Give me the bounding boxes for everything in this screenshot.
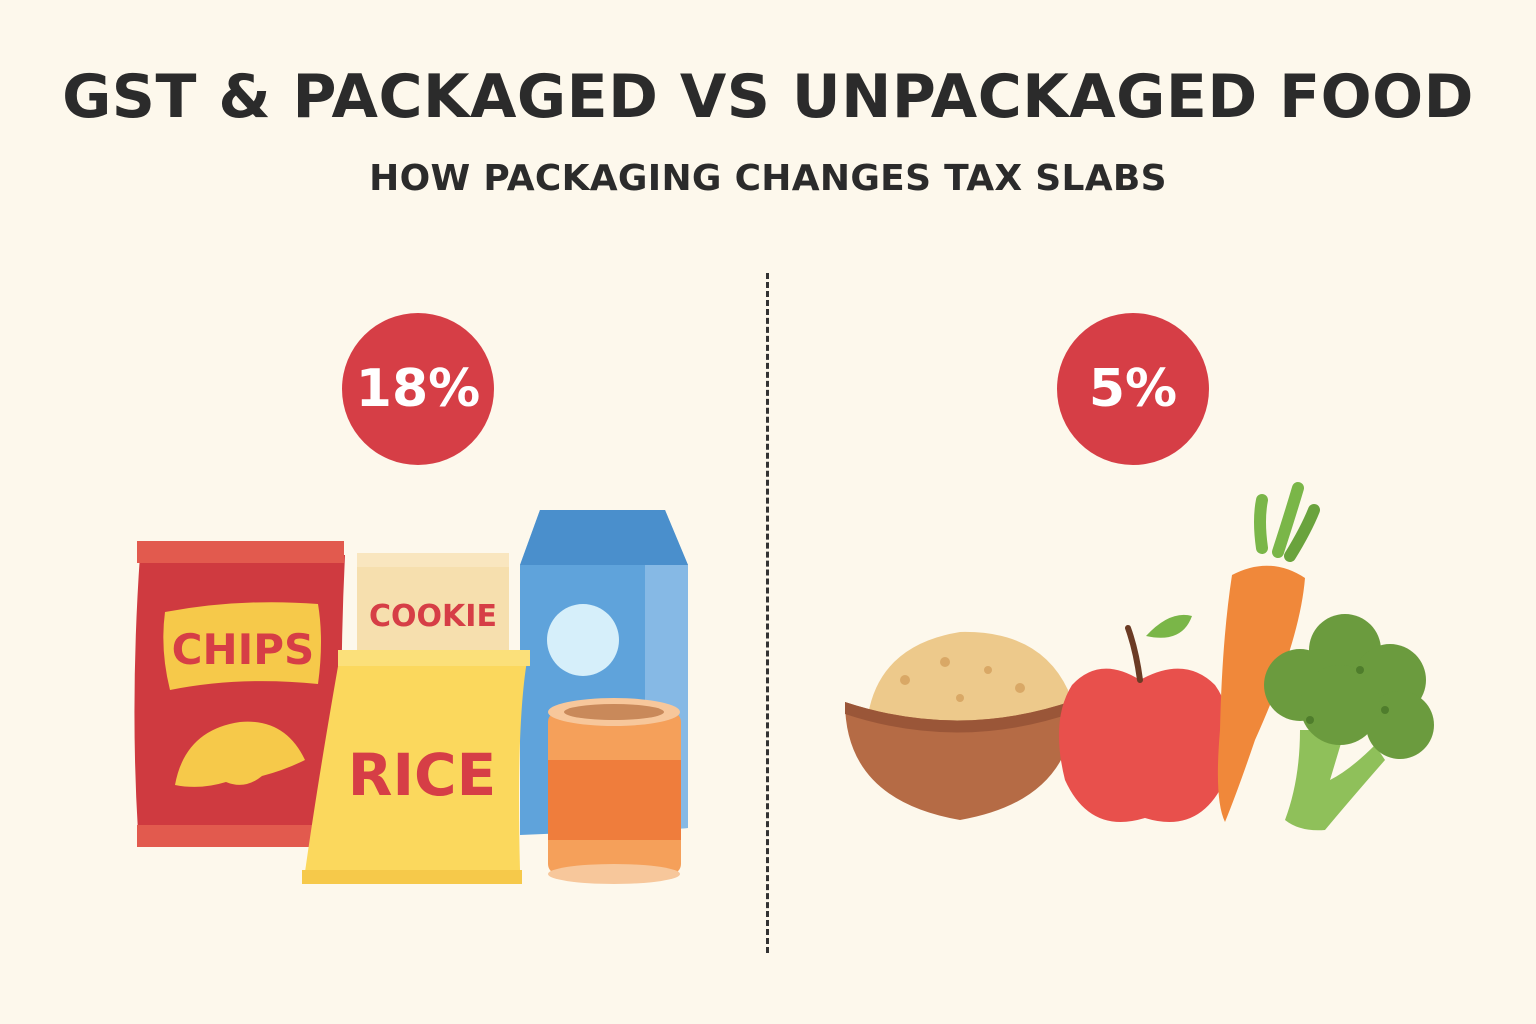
cookie-label: COOKIE <box>369 599 497 634</box>
chips-label: CHIPS <box>172 625 315 674</box>
rice-bag-icon: RICE <box>302 650 530 884</box>
rice-label: RICE <box>348 741 496 809</box>
carrot-icon <box>1217 482 1320 822</box>
grain-bowl-icon <box>845 631 1075 820</box>
tin-can-icon <box>548 698 681 884</box>
broccoli-icon <box>1264 614 1434 831</box>
unpackaged-tax-rate-badge: 5% <box>1057 313 1209 465</box>
cookie-box-icon: COOKIE <box>357 553 509 658</box>
packaged-tax-rate-badge: 18% <box>342 313 494 465</box>
page-subtitle: HOW PACKAGING CHANGES TAX SLABS <box>369 158 1167 199</box>
dashed-divider <box>766 273 769 953</box>
apple-icon <box>1058 614 1231 823</box>
chips-bag-icon: CHIPS <box>134 541 347 847</box>
page-title: GST & PACKAGED VS UNPACKAGED FOOD <box>62 62 1474 132</box>
